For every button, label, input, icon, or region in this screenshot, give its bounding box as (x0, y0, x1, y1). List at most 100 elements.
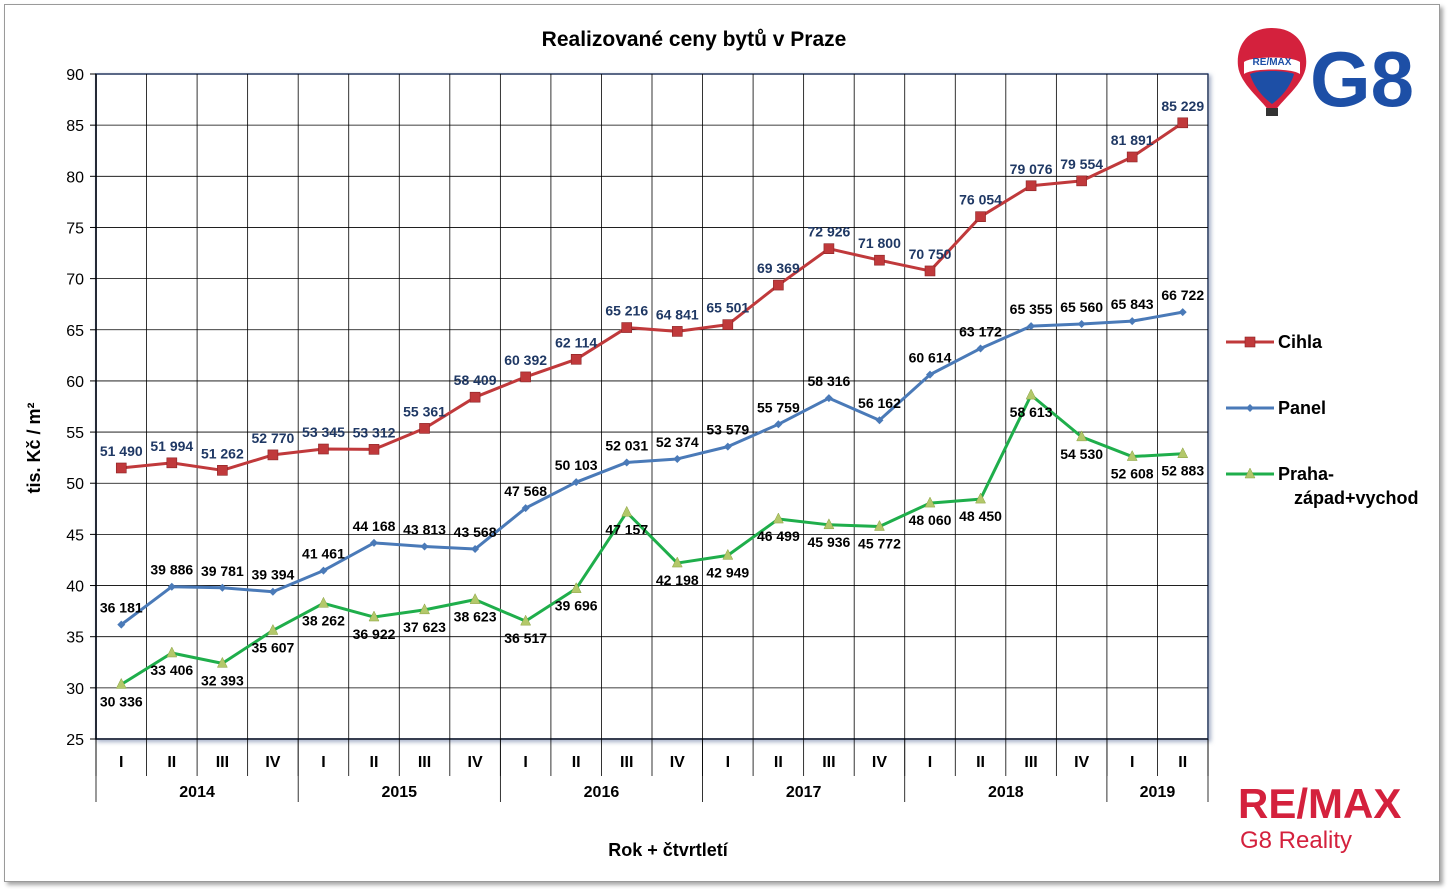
data-label: 70 750 (909, 246, 952, 262)
footer-sub: G8 Reality (1240, 827, 1352, 854)
data-label: 30 336 (100, 693, 143, 709)
data-point-marker (368, 610, 380, 622)
quarter-label: IV (468, 754, 483, 771)
data-label: 43 813 (403, 522, 446, 538)
g8-logo: G8 (1310, 35, 1414, 123)
data-point-marker (926, 370, 934, 379)
data-point-marker (318, 443, 329, 455)
data-label: 44 168 (353, 518, 396, 534)
y-tick-label: 45 (66, 527, 84, 544)
data-point-marker (773, 279, 784, 291)
data-label: 41 461 (302, 546, 345, 562)
year-label: 2019 (1140, 784, 1176, 801)
data-point-marker (722, 319, 734, 330)
year-label: 2016 (584, 784, 620, 801)
data-point-marker (1025, 180, 1037, 192)
chart-title: Realizované ceny bytů v Praze (542, 28, 847, 51)
data-point-marker (469, 391, 481, 403)
data-label: 60 614 (909, 350, 952, 366)
data-point-marker (1077, 320, 1086, 329)
data-label: 65 501 (706, 300, 749, 316)
quarter-label: I (523, 754, 527, 771)
data-point-marker (924, 265, 936, 277)
data-point-marker (1076, 175, 1087, 187)
data-point-marker (115, 677, 127, 689)
quarter-label: I (321, 754, 325, 771)
data-label: 51 490 (100, 443, 143, 459)
data-label: 72 926 (807, 224, 850, 240)
data-label: 47 157 (605, 521, 648, 537)
data-label: 36 517 (504, 630, 547, 646)
data-label: 46 499 (757, 528, 800, 544)
legend-label: Panel (1278, 398, 1326, 418)
data-point-marker (267, 449, 279, 461)
data-label: 33 406 (150, 662, 193, 678)
y-tick-label: 30 (66, 681, 84, 698)
data-point-marker (774, 420, 783, 429)
data-label: 65 843 (1111, 296, 1154, 312)
data-label: 58 613 (1010, 404, 1053, 420)
data-point-marker (1027, 322, 1036, 331)
data-label: 64 841 (656, 306, 699, 322)
data-label: 76 054 (959, 192, 1002, 208)
legend-label: Cihla (1278, 332, 1323, 352)
quarter-label: IV (265, 754, 280, 771)
data-label: 36 922 (353, 626, 396, 642)
quarter-label: I (119, 754, 123, 771)
data-point-marker (1126, 151, 1138, 163)
data-label: 58 316 (807, 373, 850, 389)
data-point-marker (875, 416, 884, 425)
legend-item: Praha-západ+vychod (1226, 464, 1419, 508)
y-axis: 25 30 35 40 45 50 55 60 65 70 75 80 85 90 (66, 67, 97, 749)
data-label: 48 060 (909, 512, 952, 528)
data-label: 52 770 (251, 430, 294, 446)
data-point-marker (117, 620, 126, 629)
data-label: 53 579 (706, 422, 749, 438)
data-label: 52 883 (1161, 463, 1204, 479)
data-point-marker (671, 556, 683, 568)
x-axis: I II III IV I II III IV I II III IV I II III IV I II III IV… (95, 738, 1209, 802)
data-label: 45 936 (807, 534, 850, 550)
data-point-marker (621, 505, 633, 517)
data-point-marker (621, 322, 633, 333)
balloon-text: RE/MAX (1253, 57, 1292, 68)
data-point-marker (471, 545, 480, 554)
series-cihla: 51 490 51 994 51 262 52 770 53 345 53 312 55 3… (100, 98, 1204, 476)
data-point-marker (420, 542, 429, 551)
data-point-marker (520, 371, 531, 383)
data-label: 52 031 (605, 437, 648, 453)
data-label: 54 530 (1060, 446, 1103, 462)
quarter-label: II (1178, 754, 1187, 771)
data-label: 52 608 (1111, 466, 1154, 482)
data-label: 43 568 (454, 524, 497, 540)
data-point-marker (824, 394, 833, 403)
data-point-marker (115, 462, 127, 474)
data-label: 66 722 (1161, 287, 1204, 303)
data-point-marker (874, 519, 885, 531)
data-point-marker (166, 646, 178, 658)
data-label: 51 262 (201, 445, 244, 461)
series-panel: 36 181 39 886 39 781 39 394 41 461 44 168 43 8… (100, 287, 1204, 629)
quarter-label: I (1130, 754, 1134, 771)
data-label: 55 759 (757, 399, 800, 415)
data-point-marker (671, 326, 683, 337)
y-tick-label: 35 (66, 630, 84, 647)
data-point-marker (722, 548, 734, 560)
legend-label: západ+vychod (1294, 488, 1419, 508)
y-tick-label: 60 (66, 374, 84, 391)
data-point-marker (1126, 449, 1138, 461)
data-point-marker (268, 587, 277, 596)
data-label: 51 994 (150, 438, 193, 454)
data-point-marker (469, 593, 481, 604)
data-label: 60 392 (504, 352, 547, 368)
series-line (120, 393, 1183, 686)
data-label: 39 886 (150, 562, 193, 578)
data-point-marker (1128, 317, 1137, 326)
data-point-marker (823, 243, 835, 254)
data-label: 37 623 (403, 619, 446, 635)
quarter-label: III (418, 754, 431, 771)
data-label: 32 393 (201, 672, 244, 688)
series-line (120, 310, 1183, 626)
data-label: 69 369 (757, 260, 800, 276)
y-axis-label: tis. Kč / m² (24, 402, 44, 493)
